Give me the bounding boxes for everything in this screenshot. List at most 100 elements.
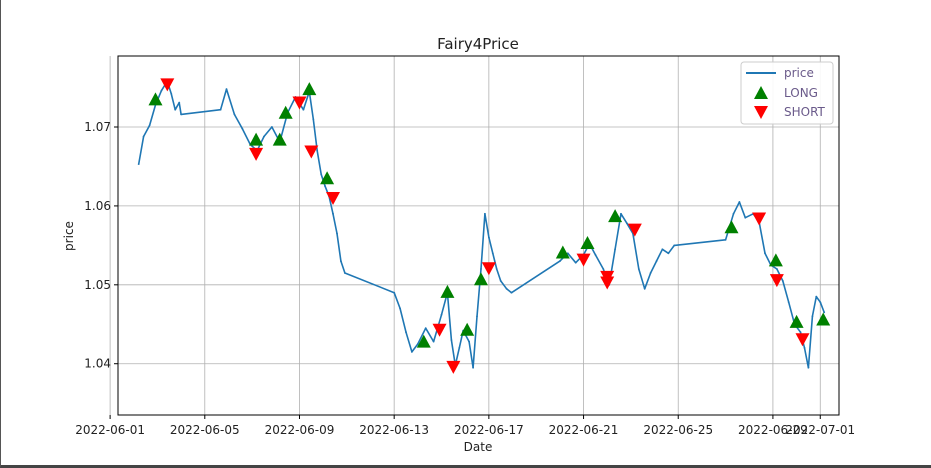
short-marker <box>627 223 642 237</box>
price-point <box>137 163 140 166</box>
price-point <box>620 212 622 215</box>
short-marker <box>795 333 810 347</box>
price-point <box>655 260 658 262</box>
price-point <box>574 261 577 264</box>
legend-short-triangle-icon <box>754 106 768 119</box>
legend: price LONG SHORT <box>740 61 834 125</box>
x-tick-label: 2022-06-17 <box>454 423 524 437</box>
long-marker <box>416 334 431 348</box>
short-marker <box>481 262 496 276</box>
price-point <box>332 212 334 215</box>
price-point <box>732 212 735 215</box>
price-point <box>344 272 346 274</box>
price-point <box>484 212 486 215</box>
price-point <box>815 295 818 298</box>
long-marker <box>148 92 163 106</box>
x-tick-label: 2022-06-01 <box>75 423 145 437</box>
price-point <box>324 185 326 188</box>
price-point <box>440 313 443 316</box>
price-point <box>637 268 640 270</box>
price-point <box>495 268 498 270</box>
price-point <box>160 89 163 92</box>
x-tick-label: 2022-06-09 <box>265 423 335 437</box>
long-marker <box>768 253 783 267</box>
price-point <box>738 201 741 203</box>
price-point <box>393 291 396 294</box>
long-markers <box>148 82 831 348</box>
price-point <box>302 108 305 111</box>
short-marker <box>576 253 591 267</box>
x-tick-label: 2022-06-21 <box>549 423 619 437</box>
price-point <box>781 280 784 282</box>
x-tick-label: 2022-06-29 <box>738 423 808 437</box>
short-marker <box>326 192 341 206</box>
price-point <box>472 366 474 369</box>
y-tick-label: 1.06 <box>84 199 111 213</box>
short-marker <box>304 145 319 159</box>
price-point <box>505 287 508 290</box>
price-point <box>799 331 802 334</box>
price-point <box>744 216 747 219</box>
price-point <box>643 287 646 290</box>
y-tick-label: 1.04 <box>84 357 111 371</box>
price-point <box>776 268 778 270</box>
price-point <box>225 88 228 90</box>
long-marker <box>580 235 595 249</box>
price-point <box>819 301 822 304</box>
x-tick-label: 2022-06-13 <box>359 423 429 437</box>
long-marker <box>724 220 739 234</box>
x-tick-label: 2022-06-05 <box>170 423 240 437</box>
long-marker <box>272 132 287 146</box>
long-marker <box>789 314 804 328</box>
price-point <box>480 268 482 270</box>
x-tick-label: 2022-06-25 <box>643 423 713 437</box>
y-axis-label: price <box>62 221 76 251</box>
price-point <box>405 331 407 334</box>
price-point <box>566 252 569 255</box>
price-point <box>823 311 826 314</box>
x-axis-label: Date <box>464 440 493 454</box>
plot-area <box>117 55 840 416</box>
price-point <box>233 113 236 116</box>
short-marker <box>249 147 264 161</box>
price-point <box>340 260 342 262</box>
price-point <box>142 135 145 138</box>
long-marker <box>320 171 335 185</box>
price-point <box>450 339 453 341</box>
price-point <box>787 301 790 304</box>
short-marker <box>160 78 175 92</box>
y-tick-label: 1.05 <box>84 278 111 292</box>
long-marker <box>608 209 623 223</box>
price-point <box>476 315 478 318</box>
short-marker <box>600 276 615 290</box>
price-series-line <box>137 80 825 369</box>
price-point <box>399 307 401 310</box>
chart-title: Fairy4Price <box>437 35 519 53</box>
short-marker <box>446 360 461 374</box>
price-point <box>667 252 670 255</box>
price-point <box>458 347 461 349</box>
short-marker <box>752 212 767 226</box>
legend-label-short: SHORT <box>784 105 826 119</box>
price-point <box>424 327 427 330</box>
price-point <box>219 108 222 111</box>
legend-label-long: LONG <box>784 86 818 100</box>
y-tick-label: 1.07 <box>84 120 111 134</box>
short-marker <box>432 323 447 337</box>
price-point <box>491 252 494 255</box>
price-line <box>137 80 826 369</box>
price-point <box>180 113 183 116</box>
price-point <box>178 101 181 104</box>
price-point <box>499 280 502 282</box>
price-point <box>263 135 265 138</box>
short-marker <box>292 96 307 110</box>
price-point <box>411 351 413 353</box>
long-marker <box>249 132 264 146</box>
price-point <box>148 124 151 127</box>
x-axis: 2022-06-01 2022-06-05 2022-06-09 2022-06-13… <box>75 415 855 437</box>
price-point <box>594 253 597 256</box>
price-point <box>811 315 814 318</box>
long-marker <box>278 105 293 119</box>
price-point <box>312 118 315 120</box>
